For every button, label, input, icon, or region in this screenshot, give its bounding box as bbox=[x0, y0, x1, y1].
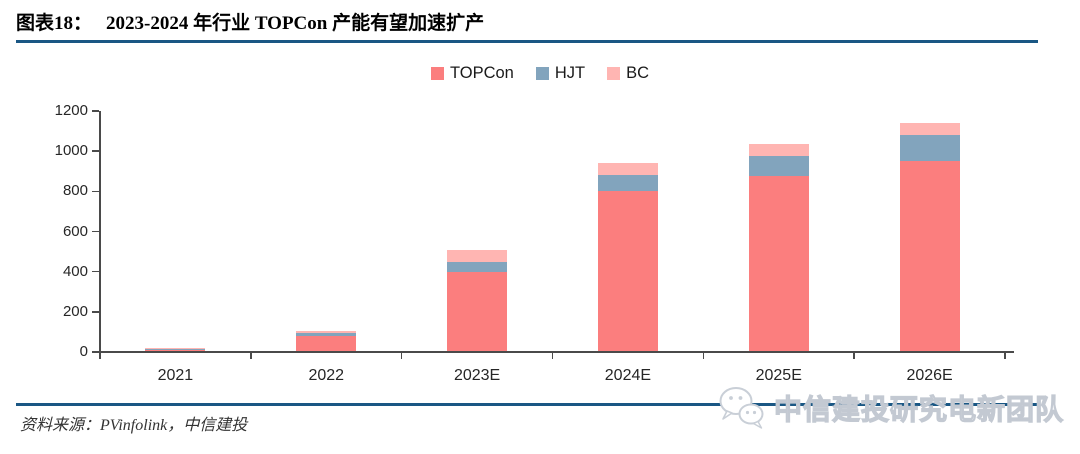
legend-item-TOPCon: TOPCon bbox=[430, 64, 514, 83]
y-tick-label: 800 bbox=[62, 182, 88, 200]
bar-segment-TOPCon-2022 bbox=[296, 335, 357, 352]
x-tick bbox=[702, 353, 705, 359]
x-tick bbox=[250, 353, 252, 359]
bar-segment-HJT-2021 bbox=[145, 348, 206, 350]
y-tick bbox=[92, 351, 99, 353]
watermark: 中信建投研究电新团队 bbox=[716, 382, 1064, 434]
legend-swatch-BC bbox=[607, 67, 621, 80]
figure-title: 2023-2024 年行业 TOPCon 产能有望加速扩产 bbox=[106, 13, 485, 34]
y-tick bbox=[92, 230, 99, 233]
x-tick bbox=[1004, 353, 1006, 359]
wechat-icon bbox=[719, 387, 764, 429]
y-tick-label: 400 bbox=[62, 262, 88, 280]
legend-swatch-HJT bbox=[535, 67, 549, 80]
bar-segment-BC-2022 bbox=[296, 330, 357, 333]
y-tick bbox=[92, 110, 99, 112]
y-axis-line bbox=[98, 111, 101, 354]
bar-segment-HJT-2026E bbox=[899, 135, 960, 162]
x-tick-label-2022: 2022 bbox=[308, 367, 345, 384]
x-tick bbox=[551, 353, 554, 359]
bar-segment-HJT-2023E bbox=[447, 261, 508, 272]
figure-title-row: 图表18： 2023-2024 年行业 TOPCon 产能有望加速扩产 bbox=[16, 8, 1036, 35]
bar-segment-BC-2023E bbox=[447, 249, 508, 262]
chart-legend: TOPCon HJT BC bbox=[0, 64, 1080, 83]
title-underline bbox=[16, 40, 1038, 43]
bar-segment-TOPCon-2026E bbox=[899, 161, 960, 352]
bar-segment-BC-2021 bbox=[145, 347, 206, 349]
source-text: 资料来源：PVinfolink，中信建投 bbox=[20, 417, 248, 434]
footer-divider bbox=[16, 403, 1040, 406]
y-tick-label: 200 bbox=[62, 302, 88, 320]
x-tick bbox=[400, 353, 403, 359]
x-axis-line bbox=[97, 351, 1014, 354]
legend-label-HJT: HJT bbox=[554, 64, 586, 82]
legend-label-TOPCon: TOPCon bbox=[449, 64, 514, 82]
legend-swatch-TOPCon bbox=[430, 67, 444, 80]
y-tick bbox=[92, 311, 99, 313]
y-tick bbox=[92, 150, 99, 152]
x-tick-label-2021: 2021 bbox=[157, 367, 194, 384]
figure-label: 图表18： bbox=[16, 13, 93, 34]
bar-segment-HJT-2025E bbox=[748, 156, 809, 177]
y-tick-label: 0 bbox=[79, 343, 88, 360]
bar-segment-BC-2024E bbox=[597, 163, 658, 176]
bar-segment-BC-2026E bbox=[899, 123, 960, 136]
watermark-text: 中信建投研究电新团队 bbox=[773, 393, 1065, 425]
y-tick bbox=[92, 270, 99, 273]
x-tick bbox=[853, 353, 855, 359]
bar-segment-TOPCon-2024E bbox=[597, 191, 658, 352]
legend-item-BC: BC bbox=[607, 64, 649, 83]
y-tick-label: 1200 bbox=[54, 102, 88, 119]
bar-segment-BC-2025E bbox=[748, 144, 809, 157]
x-tick-label-2024E: 2024E bbox=[604, 367, 652, 384]
bar-segment-HJT-2024E bbox=[597, 175, 658, 192]
x-tick-label-2026E: 2026E bbox=[906, 367, 953, 384]
bar-segment-TOPCon-2025E bbox=[748, 176, 809, 352]
y-tick-label: 600 bbox=[62, 222, 88, 240]
bar-segment-TOPCon-2021 bbox=[145, 349, 206, 352]
x-tick-label-2025E: 2025E bbox=[755, 367, 802, 384]
bar-segment-HJT-2022 bbox=[296, 332, 357, 336]
x-tick bbox=[99, 353, 101, 359]
x-tick-label-2023E: 2023E bbox=[453, 367, 501, 384]
y-tick bbox=[92, 190, 99, 193]
y-tick-label: 1000 bbox=[54, 142, 88, 160]
legend-label-BC: BC bbox=[626, 64, 650, 82]
legend-item-HJT: HJT bbox=[535, 64, 586, 83]
bar-segment-TOPCon-2023E bbox=[447, 271, 508, 352]
